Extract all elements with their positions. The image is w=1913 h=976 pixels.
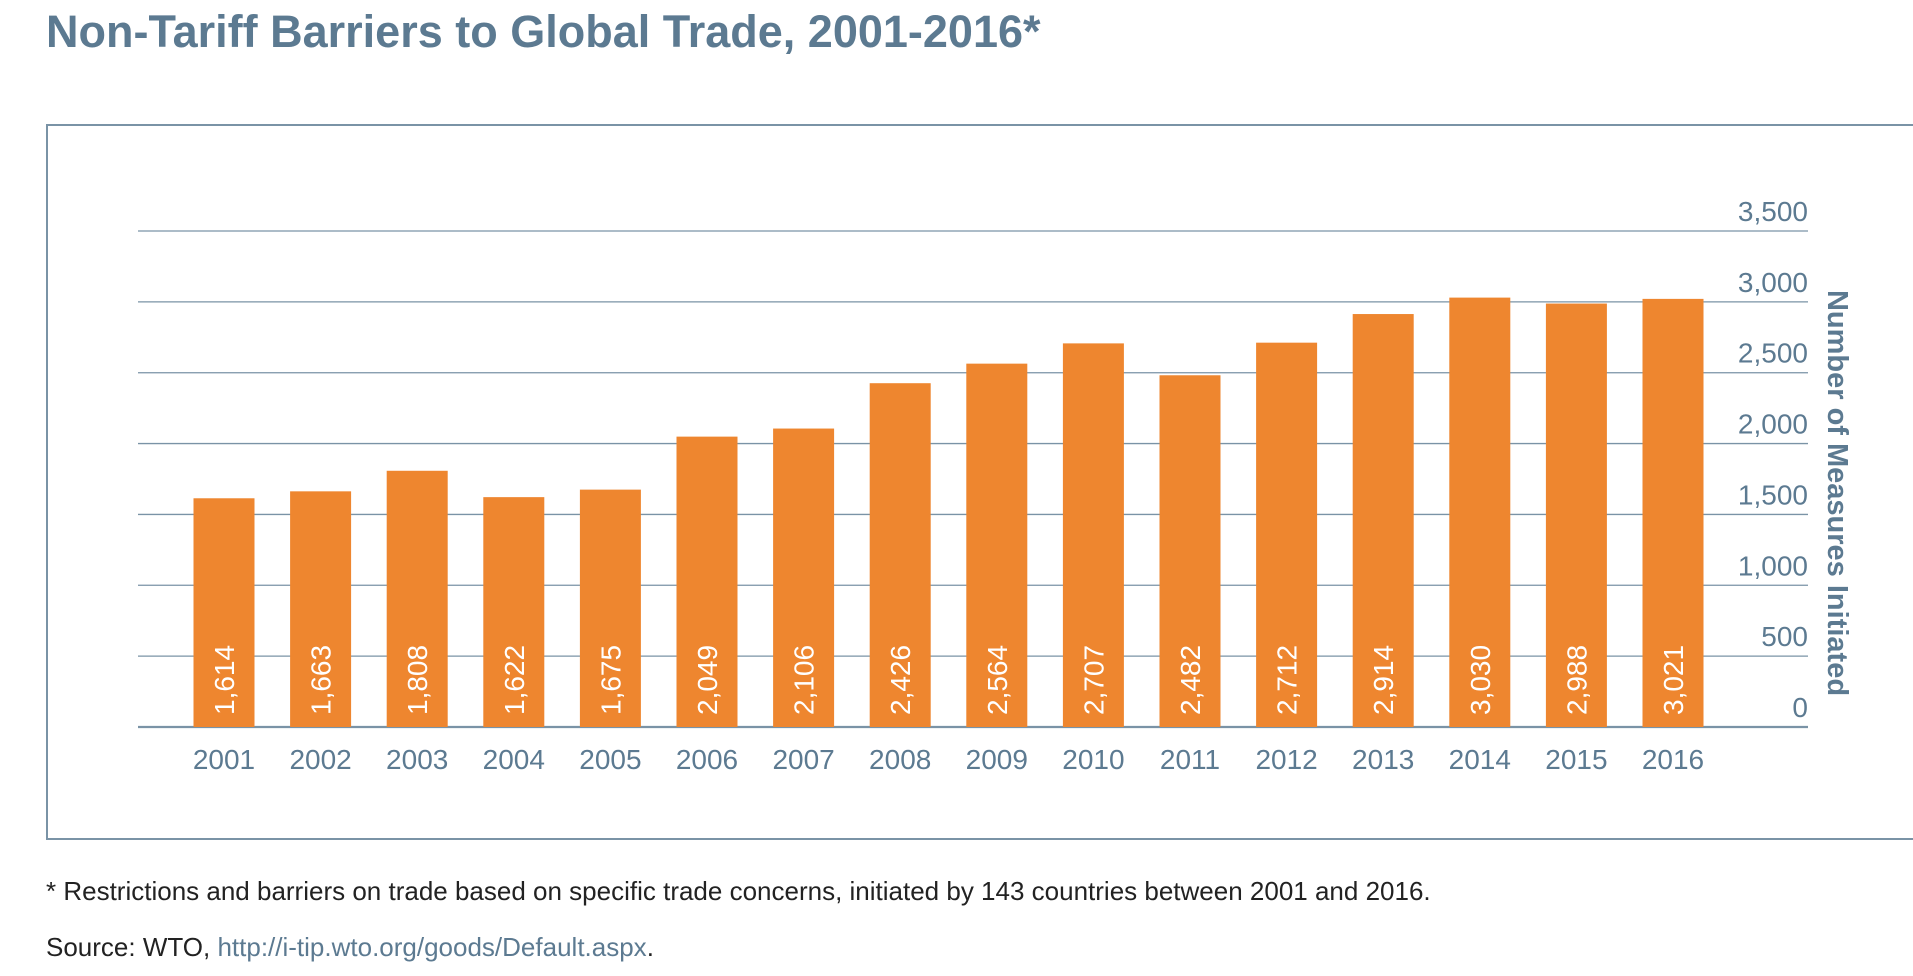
source-suffix: . xyxy=(646,932,654,962)
y-tick-label: 2,000 xyxy=(1738,409,1808,440)
bar-value-label: 3,021 xyxy=(1658,645,1689,715)
bar xyxy=(1256,342,1318,727)
x-tick-label: 2010 xyxy=(1062,744,1124,775)
x-tick-label: 2014 xyxy=(1449,744,1511,775)
x-tick-label: 2009 xyxy=(966,744,1028,775)
bar xyxy=(1449,297,1511,727)
x-tick-label: 2013 xyxy=(1352,744,1414,775)
bar xyxy=(1159,375,1221,727)
chart-title: Non-Tariff Barriers to Global Trade, 200… xyxy=(46,6,1041,57)
bar-value-label: 3,030 xyxy=(1465,645,1496,715)
bar-value-label: 2,988 xyxy=(1561,645,1592,715)
source-prefix: Source: WTO, xyxy=(46,932,218,962)
x-tick-label: 2006 xyxy=(676,744,738,775)
bar-value-label: 2,049 xyxy=(692,645,723,715)
x-tick-label: 2011 xyxy=(1160,744,1220,775)
x-tick-label: 2005 xyxy=(579,744,641,775)
bar-value-label: 1,675 xyxy=(595,645,626,715)
y-tick-label: 3,000 xyxy=(1738,267,1808,298)
bar-value-label: 2,707 xyxy=(1078,645,1109,715)
y-tick-label: 500 xyxy=(1761,621,1808,652)
footnote: * Restrictions and barriers on trade bas… xyxy=(46,876,1431,906)
x-tick-label: 2002 xyxy=(289,744,351,775)
bar xyxy=(483,497,545,727)
x-axis-ticks: 2001 2002 2003 2004 2005 2006 2007 2008 2009 2010… xyxy=(193,744,1704,775)
x-tick-label: 2004 xyxy=(483,744,545,775)
y-tick-label: 1,500 xyxy=(1738,479,1808,510)
bar-value-label: 1,808 xyxy=(402,645,433,715)
x-tick-label: 2003 xyxy=(386,744,448,775)
x-tick-label: 2008 xyxy=(869,744,931,775)
x-tick-label: 2007 xyxy=(772,744,834,775)
bar xyxy=(1062,343,1124,727)
bar xyxy=(1545,303,1607,727)
y-tick-label: 1,000 xyxy=(1738,550,1808,581)
bar xyxy=(966,363,1028,727)
bar-value-label: 2,106 xyxy=(789,645,820,715)
y-axis-ticks: 0 500 1,000 1,500 2,000 2,500 3,000 3,500 xyxy=(1738,196,1808,723)
bar-value-label: 2,712 xyxy=(1272,645,1303,715)
bar xyxy=(676,436,738,727)
bar-value-label: 2,426 xyxy=(885,645,916,715)
bar xyxy=(193,498,255,727)
bar-value-label: 1,622 xyxy=(499,645,530,715)
bar xyxy=(386,470,448,727)
bar-value-label: 2,914 xyxy=(1368,645,1399,715)
source-line: Source: WTO, http://i-tip.wto.org/goods/… xyxy=(46,932,654,963)
bar-value-label: 2,564 xyxy=(982,645,1013,715)
y-tick-label: 3,500 xyxy=(1738,196,1808,227)
x-tick-label: 2016 xyxy=(1642,744,1704,775)
bar xyxy=(1642,298,1704,727)
bar xyxy=(773,428,835,727)
y-axis-label: Number of Measures Initiated xyxy=(1821,290,1853,696)
x-tick-label: 2015 xyxy=(1545,744,1607,775)
bar-value-label: 2,482 xyxy=(1175,645,1206,715)
chart-frame xyxy=(46,124,1913,840)
y-tick-label: 0 xyxy=(1792,692,1808,723)
source-link[interactable]: http://i-tip.wto.org/goods/Default.aspx xyxy=(217,932,647,962)
y-tick-label: 2,500 xyxy=(1738,338,1808,369)
bar-value-label: 1,614 xyxy=(209,645,240,715)
x-tick-label: 2001 xyxy=(193,744,255,775)
bar xyxy=(869,383,931,727)
bar-value-label: 1,663 xyxy=(306,645,337,715)
bar xyxy=(579,489,641,727)
bars: 1,614 1,663 1,808 1,622 1,675 2,049 2,106 2,426… xyxy=(193,297,1704,727)
x-tick-label: 2012 xyxy=(1255,744,1317,775)
bar xyxy=(290,491,352,727)
bar xyxy=(1352,314,1414,727)
